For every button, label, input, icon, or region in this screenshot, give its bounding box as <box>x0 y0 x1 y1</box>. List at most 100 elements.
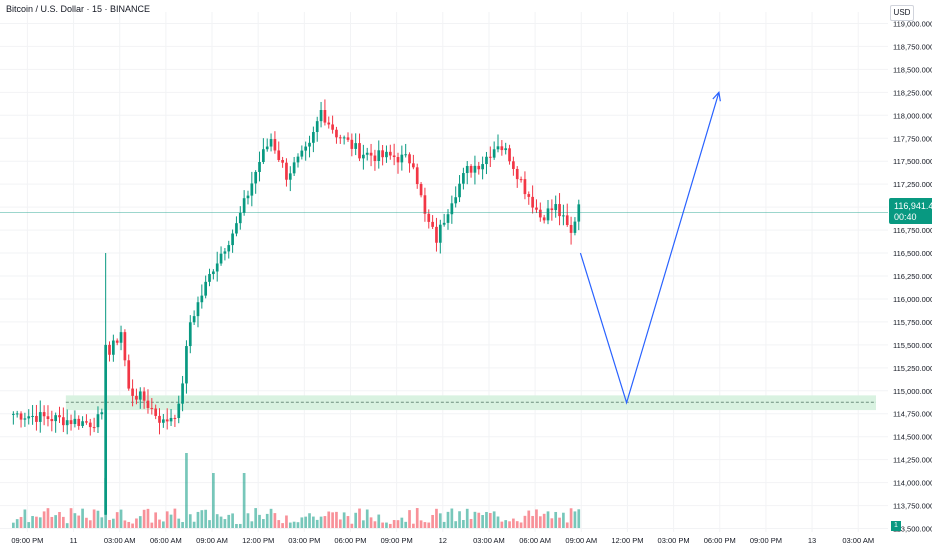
support-zone[interactable] <box>65 395 876 411</box>
candle-body[interactable] <box>458 183 461 198</box>
candle-body[interactable] <box>96 414 100 428</box>
candle-body[interactable] <box>346 137 350 140</box>
candle-body[interactable] <box>242 198 246 213</box>
candle-body[interactable] <box>308 142 311 147</box>
candle-body[interactable] <box>523 179 527 195</box>
candle-body[interactable] <box>565 215 569 226</box>
candle-body[interactable] <box>223 251 227 254</box>
candle-body[interactable] <box>419 184 423 196</box>
candle-body[interactable] <box>323 110 327 123</box>
candle-body[interactable] <box>88 422 92 428</box>
candle-body[interactable] <box>92 427 96 429</box>
time-axis[interactable]: 09:00 PM 11 03:00 AM 06:00 AM 09:00 AM 12:00 … <box>11 536 874 545</box>
candle-body[interactable] <box>488 156 492 158</box>
candle-body[interactable] <box>238 212 242 224</box>
candle-body[interactable] <box>42 412 46 417</box>
candle-body[interactable] <box>27 416 31 419</box>
candle-body[interactable] <box>208 274 211 282</box>
candle-body[interactable] <box>373 155 377 161</box>
candle-body[interactable] <box>200 295 204 303</box>
candle-body[interactable] <box>369 152 373 156</box>
candle-body[interactable] <box>265 146 269 150</box>
candle-body[interactable] <box>558 204 561 217</box>
candle-body[interactable] <box>285 162 288 180</box>
candle-body[interactable] <box>65 420 69 426</box>
candle-body[interactable] <box>358 143 361 159</box>
candle-body[interactable] <box>527 194 531 197</box>
candle-body[interactable] <box>492 149 496 158</box>
candle-body[interactable] <box>485 156 488 165</box>
candle-body[interactable] <box>23 418 27 420</box>
candle-body[interactable] <box>462 173 465 184</box>
candle-body[interactable] <box>235 223 238 234</box>
candle-body[interactable] <box>396 157 400 163</box>
candle-body[interactable] <box>365 152 369 155</box>
candle-body[interactable] <box>108 344 111 355</box>
candle-body[interactable] <box>446 214 450 223</box>
candle-body[interactable] <box>327 122 331 125</box>
candle-body[interactable] <box>154 408 158 416</box>
candle-body[interactable] <box>169 417 173 422</box>
candle-body[interactable] <box>158 415 161 423</box>
candle-body[interactable] <box>573 221 577 233</box>
candle-body[interactable] <box>385 151 388 158</box>
candle-body[interactable] <box>185 346 188 384</box>
candle-body[interactable] <box>281 160 284 163</box>
candle-body[interactable] <box>354 143 358 149</box>
candle-body[interactable] <box>481 164 484 170</box>
price-axis[interactable]: 119,000.000 118,750.000 118,500.000 118,250… <box>893 19 932 533</box>
candle-body[interactable] <box>177 403 181 418</box>
candle-body[interactable] <box>435 226 438 243</box>
candle-body[interactable] <box>131 388 134 396</box>
candle-body[interactable] <box>188 322 192 347</box>
candle-body[interactable] <box>331 124 334 130</box>
candle-body[interactable] <box>304 146 308 151</box>
candle-body[interactable] <box>450 203 454 215</box>
candle-body[interactable] <box>73 418 77 425</box>
candle-body[interactable] <box>388 151 392 156</box>
projection-path[interactable] <box>579 92 720 405</box>
candle-body[interactable] <box>546 208 550 221</box>
candle-body[interactable] <box>254 171 258 184</box>
candle-body[interactable] <box>465 165 469 174</box>
candle-body[interactable] <box>119 332 123 343</box>
candle-body[interactable] <box>531 196 534 208</box>
candle-body[interactable] <box>162 419 165 423</box>
candle-body[interactable] <box>515 168 519 180</box>
candle-body[interactable] <box>215 263 219 272</box>
candle-body[interactable] <box>69 420 73 425</box>
candle-body[interactable] <box>473 165 477 173</box>
candle-body[interactable] <box>427 213 431 222</box>
candle-body[interactable] <box>104 344 108 515</box>
candle-body[interactable] <box>404 154 408 156</box>
candle-body[interactable] <box>112 340 115 355</box>
candle-body[interactable] <box>342 137 346 139</box>
candle-body[interactable] <box>508 148 511 162</box>
candle-body[interactable] <box>569 225 573 233</box>
candle-body[interactable] <box>300 150 304 157</box>
candle-body[interactable] <box>135 395 138 400</box>
candle-body[interactable] <box>192 316 196 323</box>
candle-body[interactable] <box>408 154 411 164</box>
candle-body[interactable] <box>500 146 504 151</box>
candle-body[interactable] <box>81 421 84 426</box>
candle-body[interactable] <box>227 245 231 252</box>
candle-body[interactable] <box>496 146 500 150</box>
candle-body[interactable] <box>127 360 131 389</box>
candle-body[interactable] <box>415 167 419 185</box>
candle-body[interactable] <box>146 400 150 408</box>
candle-body[interactable] <box>562 215 565 217</box>
candle-body[interactable] <box>165 419 169 422</box>
candle-body[interactable] <box>377 150 381 161</box>
candle-body[interactable] <box>477 165 481 170</box>
tradingview-logo-icon[interactable]: 1 <box>891 521 901 531</box>
candle-body[interactable] <box>31 415 34 417</box>
candle-body[interactable] <box>423 195 427 214</box>
candle-body[interactable] <box>85 421 88 423</box>
candle-body[interactable] <box>50 419 54 422</box>
candle-body[interactable] <box>438 224 442 243</box>
candle-body[interactable] <box>269 139 273 147</box>
candle-body[interactable] <box>400 154 404 163</box>
candle-body[interactable] <box>296 156 300 163</box>
